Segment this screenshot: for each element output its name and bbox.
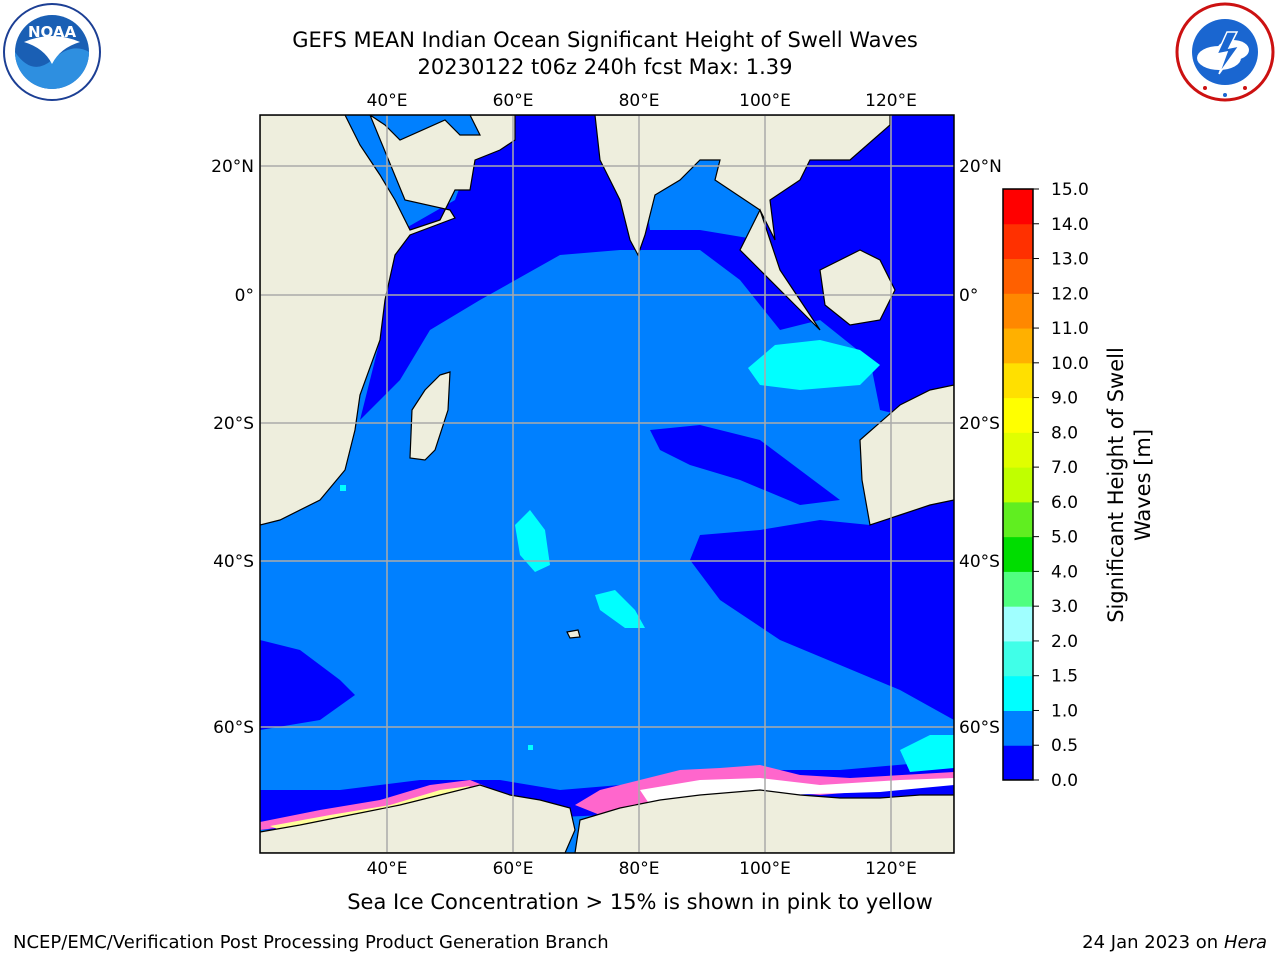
lat-tick-label: 20°S: [959, 414, 1000, 434]
lat-tick-label: 40°S: [959, 552, 1000, 572]
colorbar-tick-label: 4.0: [1051, 562, 1078, 582]
lat-ticks-right: 20°N 0° 20°S 40°S 60°S: [959, 157, 1002, 738]
colorbar-tick-label: 11.0: [1051, 319, 1089, 339]
footer-host: Hera: [1223, 932, 1267, 953]
nws-logo: [1175, 2, 1275, 102]
lon-tick-label: 120°E: [865, 859, 917, 879]
colorbar: 0.0 0.5 1.0 1.5 2.0 3.0 4.0 5.0 6.0 7.0 8.0 9.0 10.0…: [1002, 180, 1089, 791]
colorbar-tick-label: 1.0: [1051, 701, 1078, 721]
colorbar-tick-label: 0.0: [1051, 771, 1078, 791]
colorbar-swatch: [1003, 606, 1033, 642]
colorbar-tick-label: 8.0: [1051, 423, 1078, 443]
colorbar-tick-label: 12.0: [1051, 284, 1089, 304]
colorbar-tick-label: 10.0: [1051, 354, 1089, 374]
noaa-logo: NOAA: [3, 3, 101, 101]
lat-tick-label: 0°: [959, 286, 978, 306]
colorbar-swatch: [1003, 467, 1033, 503]
lon-ticks-bottom: 40°E 60°E 80°E 100°E 120°E: [367, 859, 917, 879]
colorbar-swatch: [1003, 571, 1033, 607]
lat-ticks-left: 20°N 0° 20°S 40°S 60°S: [211, 157, 254, 738]
graticule: [260, 115, 954, 853]
colorbar-tick-label: 6.0: [1051, 493, 1078, 513]
colorbar-swatch: [1003, 293, 1033, 329]
lat-tick-label: 0°: [235, 286, 254, 306]
colorbar-swatch: [1003, 258, 1033, 294]
colorbar-swatch: [1003, 640, 1033, 677]
lat-tick-label: 60°S: [959, 718, 1000, 738]
lon-tick-label: 120°E: [865, 91, 917, 111]
lon-tick-label: 80°E: [619, 859, 660, 879]
lon-tick-label: 100°E: [739, 859, 791, 879]
sea-ice-note: Sea Ice Concentration > 15% is shown in …: [347, 890, 933, 914]
svg-text:NOAA: NOAA: [28, 23, 77, 41]
lon-tick-label: 100°E: [739, 91, 791, 111]
map-frame: [259, 114, 955, 854]
lon-ticks-top: 40°E 60°E 80°E 100°E 120°E: [367, 91, 917, 111]
colorbar-tick-label: 3.0: [1051, 597, 1078, 617]
map-area: [260, 115, 954, 853]
colorbar-swatch: [1003, 675, 1033, 711]
colorbar-swatch: [1003, 501, 1033, 538]
map-subtitle-forecast: 20230122 t06z 240h fcst Max: 1.39: [417, 55, 793, 79]
lon-tick-label: 40°E: [367, 91, 408, 111]
colorbar-tick-label: 0.5: [1051, 736, 1078, 756]
lon-tick-label: 40°E: [367, 859, 408, 879]
map-title: GEFS MEAN Indian Ocean Significant Heigh…: [292, 28, 918, 52]
colorbar-label: Significant Height of Swell: [1104, 347, 1128, 623]
colorbar-tick-label: 13.0: [1051, 250, 1089, 270]
colorbar-swatch: [1003, 223, 1033, 260]
colorbar-frame: [1002, 188, 1034, 781]
footer-date: 24 Jan 2023 on Hera: [1082, 932, 1267, 953]
colorbar-swatch: [1003, 397, 1033, 433]
colorbar-tick-label: 5.0: [1051, 528, 1078, 548]
lat-tick-label: 60°S: [213, 718, 254, 738]
lon-tick-label: 60°E: [493, 859, 534, 879]
lat-tick-label: 40°S: [213, 552, 254, 572]
colorbar-tick-label: 9.0: [1051, 389, 1078, 409]
colorbar-tick-label: 7.0: [1051, 458, 1078, 478]
lat-tick-label: 20°N: [959, 157, 1002, 177]
colorbar-tick-label: 1.5: [1051, 667, 1078, 687]
lon-tick-label: 60°E: [493, 91, 534, 111]
colorbar-swatch: [1003, 536, 1033, 572]
colorbar-swatch: [1003, 362, 1033, 399]
colorbar-swatch: [1003, 432, 1033, 468]
colorbar-swatch: [1003, 710, 1033, 746]
colorbar-tick-label: 2.0: [1051, 632, 1078, 652]
colorbar-swatch: [1003, 189, 1033, 225]
colorbar-label-units: Waves [m]: [1131, 429, 1155, 541]
colorbar-tick-label: 14.0: [1051, 215, 1089, 235]
ocean-high-swell: [340, 340, 954, 772]
colorbar-swatch: [1003, 745, 1033, 781]
colorbar-swatch: [1003, 328, 1033, 364]
lat-tick-label: 20°N: [211, 157, 254, 177]
footer-organization: NCEP/EMC/Verification Post Processing Pr…: [13, 932, 609, 953]
lon-tick-label: 80°E: [619, 91, 660, 111]
lat-tick-label: 20°S: [213, 414, 254, 434]
colorbar-tick-label: 15.0: [1051, 180, 1089, 200]
footer-date-text: 24 Jan 2023 on: [1082, 932, 1224, 953]
